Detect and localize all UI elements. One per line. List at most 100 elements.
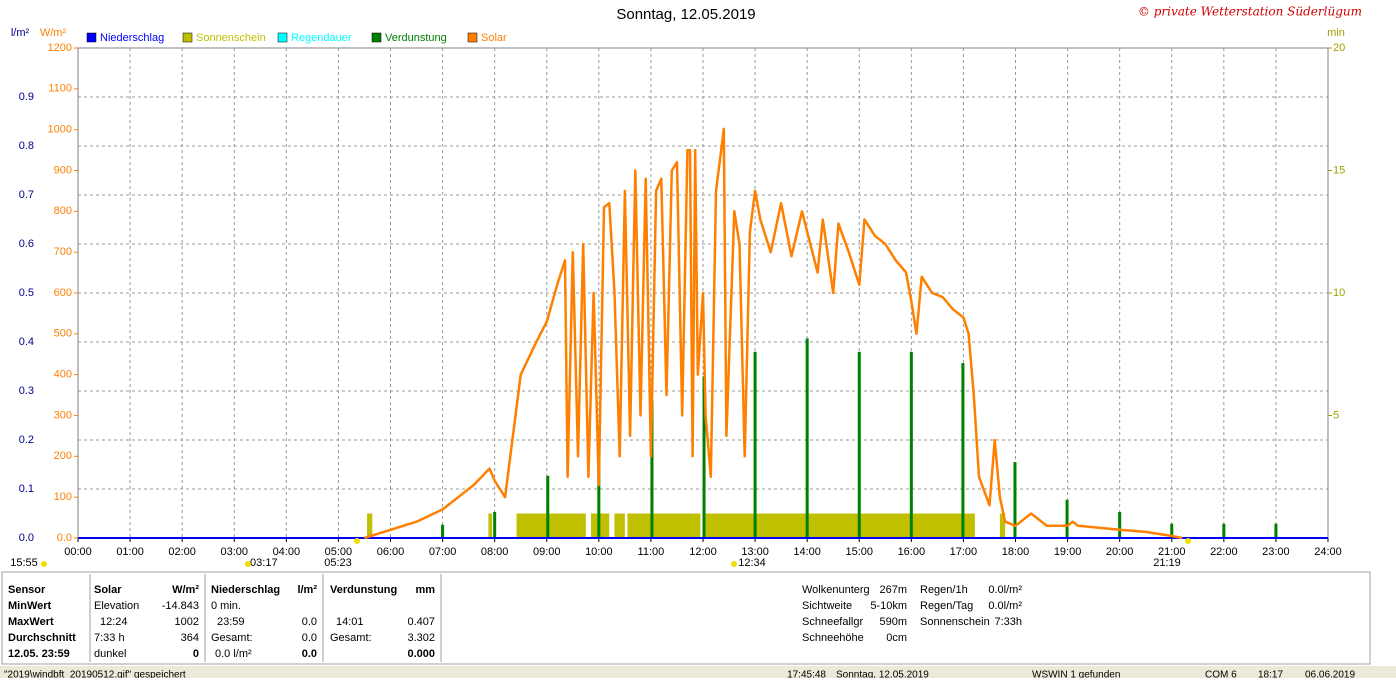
stat-cell: 0.0 bbox=[302, 648, 317, 660]
y2-tick-label: 500 bbox=[54, 328, 72, 340]
stat-cell: 0.0 l/m² bbox=[215, 648, 252, 660]
y2-tick-label: 800 bbox=[54, 205, 72, 217]
x-tick-label: 08:00 bbox=[481, 546, 509, 558]
status-bar bbox=[0, 666, 1396, 678]
evaporation-bar bbox=[1065, 499, 1069, 538]
extra-label: Schneehöhe bbox=[802, 632, 864, 644]
extra-label: Regen/Tag bbox=[920, 600, 973, 612]
sun-moon-time: 21:19 bbox=[1153, 557, 1181, 569]
stat-label: Sensor bbox=[8, 584, 46, 596]
status-text: 06.06.2019 bbox=[1305, 670, 1355, 678]
evaporation-bar bbox=[1274, 523, 1278, 538]
x-tick-label: 02:00 bbox=[168, 546, 196, 558]
chart-title: Sonntag, 12.05.2019 bbox=[616, 6, 755, 23]
legend-label: Regendauer bbox=[291, 32, 352, 44]
stats-labels: Sensor MinWert MaxWert Durchschnitt 12.0… bbox=[8, 584, 76, 660]
sun-moon-time: 05:23 bbox=[324, 557, 352, 569]
stat-header: Solar bbox=[94, 584, 122, 596]
y-tick-label: 0.3 bbox=[19, 385, 34, 397]
evaporation-bar bbox=[753, 351, 757, 538]
x-tick-label: 20:00 bbox=[1106, 546, 1134, 558]
sunshine-bar bbox=[614, 513, 625, 538]
y2-tick-label: 700 bbox=[54, 246, 72, 258]
evaporation-bar bbox=[493, 512, 497, 538]
evaporation-bar bbox=[1222, 523, 1226, 538]
sunshine-bar bbox=[488, 513, 493, 538]
evaporation-bar bbox=[702, 376, 706, 538]
y2-tick-label: 1200 bbox=[48, 42, 72, 54]
y-tick-label: 0.5 bbox=[19, 287, 34, 299]
extra-label: Wolkenunterg bbox=[802, 584, 870, 596]
stat-cell: 14:01 bbox=[336, 616, 364, 628]
y2-tick-label: 400 bbox=[54, 369, 72, 381]
stat-label: MaxWert bbox=[8, 616, 54, 628]
sun-moon-time: 15:55 bbox=[10, 557, 38, 569]
x-tick-label: 07:00 bbox=[429, 546, 457, 558]
extra-label: Sichtweite bbox=[802, 600, 852, 612]
extra-value: 0.0l/m² bbox=[988, 600, 1022, 612]
y3-tick-label: 5 bbox=[1333, 409, 1339, 421]
extra-value: 590m bbox=[879, 616, 907, 628]
legend-label: Verdunstung bbox=[385, 32, 447, 44]
x-tick-label: 03:00 bbox=[220, 546, 248, 558]
stat-cell: 23:59 bbox=[217, 616, 245, 628]
y-tick-label: 0.2 bbox=[19, 434, 34, 446]
y2-tick-label: 200 bbox=[54, 450, 72, 462]
stat-cell: Elevation bbox=[94, 600, 139, 612]
x-tick-label: 06:00 bbox=[377, 546, 405, 558]
stat-cell: dunkel bbox=[94, 648, 126, 660]
extra-label: Regen/1h bbox=[920, 584, 968, 596]
x-tick-label: 21:00 bbox=[1158, 546, 1186, 558]
stat-cell: 0 bbox=[193, 648, 199, 660]
y2-tick-label: 1000 bbox=[48, 124, 72, 136]
sunshine-bar bbox=[999, 513, 1006, 538]
stat-unit: W/m² bbox=[172, 584, 199, 596]
sun-moon-marker bbox=[41, 561, 47, 567]
y3-tick-label: 20 bbox=[1333, 42, 1345, 54]
stat-cell: 3.302 bbox=[407, 632, 435, 644]
evaporation-bar bbox=[805, 338, 809, 538]
x-tick-label: 22:00 bbox=[1210, 546, 1238, 558]
y2-tick-label: 0.0 bbox=[57, 532, 72, 544]
legend-swatch bbox=[371, 32, 382, 43]
status-text: 18:17 bbox=[1258, 670, 1283, 678]
extra-value: 0cm bbox=[886, 632, 907, 644]
sunshine-bar bbox=[705, 513, 975, 538]
extra-label: Schneefallgr bbox=[802, 616, 863, 628]
plot-area: 00:00 01:00 02:00 03:00 04:00 05:00 06:00 07:00… bbox=[19, 42, 1346, 558]
evaporation-bar bbox=[441, 524, 445, 538]
x-tick-label: 09:00 bbox=[533, 546, 561, 558]
y-axis-unit: l/m² bbox=[11, 27, 30, 39]
stat-label: Durchschnitt bbox=[8, 632, 76, 644]
y3-tick-label: 15 bbox=[1333, 164, 1345, 176]
sun-moon-marker bbox=[731, 561, 737, 567]
evaporation-bar bbox=[650, 400, 654, 538]
x-tick-label: 12:00 bbox=[689, 546, 717, 558]
evap-stats: Verdunstung mm 14:01 0.407 Gesamt: 3.302… bbox=[330, 584, 435, 660]
x-tick-label: 16:00 bbox=[898, 546, 926, 558]
sun-moon-marker bbox=[1185, 538, 1191, 544]
status-text: WSWIN 1 gefunden bbox=[1032, 670, 1120, 678]
sunshine-bar bbox=[516, 513, 586, 538]
y-tick-label: 0.4 bbox=[19, 336, 34, 348]
x-tick-label: 05:00 bbox=[325, 546, 353, 558]
y2-tick-label: 900 bbox=[54, 164, 72, 176]
stat-cell: 7:33 h bbox=[94, 632, 125, 644]
stat-cell: 0.000 bbox=[407, 648, 435, 660]
extra-label: Sonnenschein bbox=[920, 616, 990, 628]
stat-unit: mm bbox=[415, 584, 435, 596]
stat-cell: -14.843 bbox=[162, 600, 199, 612]
stat-cell: 0.0 bbox=[302, 616, 317, 628]
stat-cell: 0.0 bbox=[302, 632, 317, 644]
x-tick-label: 23:00 bbox=[1262, 546, 1290, 558]
evaporation-bar bbox=[909, 351, 913, 538]
evaporation-bar bbox=[546, 475, 550, 538]
extra-value: 5-10km bbox=[870, 600, 907, 612]
sun-moon-time: -03:17 bbox=[246, 557, 277, 569]
x-tick-label: 14:00 bbox=[793, 546, 821, 558]
y2-tick-label: 100 bbox=[54, 491, 72, 503]
stat-cell: 364 bbox=[181, 632, 199, 644]
status-items: "2019\windbft_20190512.gif" gespeichert 1… bbox=[4, 670, 1355, 681]
sun-moon-marker bbox=[245, 561, 251, 567]
